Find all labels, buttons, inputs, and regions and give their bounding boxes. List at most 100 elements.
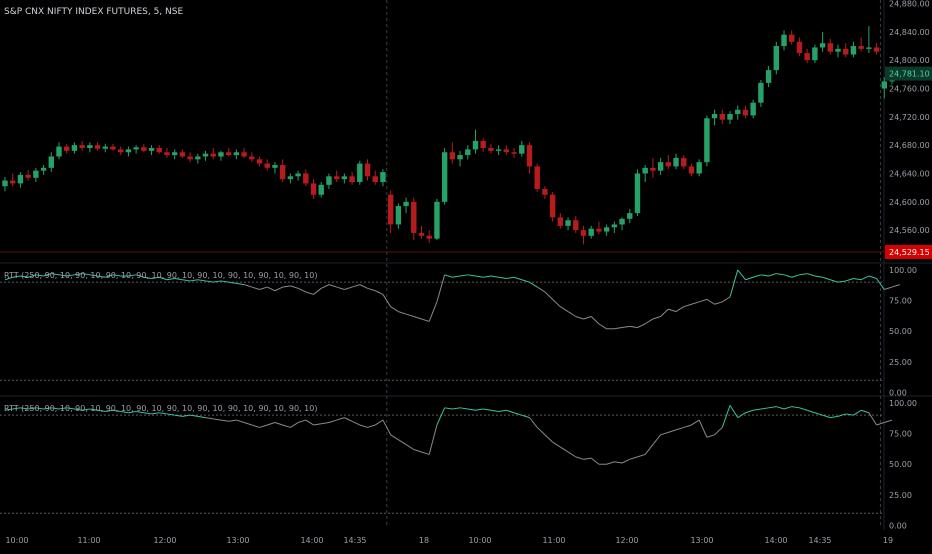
indicator-2-segment [552, 441, 561, 448]
indicator-2-segment [190, 414, 198, 417]
indicator-2-tick-label: 100.00 [889, 399, 917, 408]
indicator-1-segment [444, 274, 453, 278]
indicator-2-segment [868, 412, 877, 426]
indicator-2-segment [58, 407, 67, 410]
indicator-2-segment [698, 419, 708, 438]
indicator-2-segment [259, 424, 268, 428]
candle-body [434, 201, 440, 239]
indicator-1-tick-label: 25.00 [889, 358, 912, 367]
indicator-1-segment [652, 316, 661, 320]
indicator-2-segment [837, 413, 846, 417]
indicator-1-segment [421, 318, 430, 322]
indicator-2-segment [112, 409, 121, 412]
candle-body [495, 149, 502, 151]
indicator-1-tick-label: 0.00 [889, 389, 907, 398]
candle-body [349, 176, 355, 182]
indicator-1-segment [598, 323, 607, 330]
indicator-1-segment [459, 274, 468, 277]
indicator-1-segment [691, 301, 700, 305]
indicator-1-tick-label: 100.00 [889, 266, 917, 275]
indicator-1-segment [567, 311, 577, 317]
indicator-2-segment [606, 461, 615, 465]
indicator-1-segment [884, 286, 893, 291]
indicator-1-segment [297, 287, 307, 293]
indicator-2-segment [683, 424, 692, 428]
indicator-1-segment [344, 286, 353, 291]
candle-body [472, 140, 479, 150]
candle-body [519, 145, 525, 154]
candle-body [233, 152, 240, 156]
indicator-2-segment [498, 409, 507, 412]
indicator-2-segment [459, 407, 468, 410]
indicator-2-segment [290, 422, 299, 428]
indicator-1-segment [868, 275, 877, 279]
indicator-1-segment [822, 276, 831, 281]
indicator-2-segment [737, 412, 746, 419]
indicator-2-segment [97, 409, 106, 412]
indicator-2-segment [807, 409, 816, 414]
indicator-1-segment [228, 281, 237, 284]
indicator-1-segment [799, 273, 808, 276]
indicator-1-segment [259, 286, 268, 291]
indicator-1-segment [321, 284, 330, 289]
candle-body [326, 176, 332, 185]
indicator-1-segment [768, 273, 777, 277]
indicator-1-segment [190, 279, 198, 282]
indicator-2-segment [374, 419, 384, 426]
indicator-2-segment [182, 414, 191, 417]
indicator-2-segment [105, 409, 114, 412]
indicator-1-segment [328, 284, 337, 288]
candle-body [881, 81, 887, 89]
symbol-title[interactable]: S&P CNX NIFTY INDEX FUTURES, 5, NSE [4, 7, 184, 17]
price-candles[interactable] [2, 26, 895, 245]
indicator-1-plot[interactable] [0, 269, 900, 381]
candle-body [310, 183, 317, 195]
candle-body [488, 147, 494, 151]
indicator-2-segment [174, 414, 183, 417]
candle-body [133, 147, 139, 150]
candle-body [758, 82, 764, 103]
indicator-2-segment [228, 419, 237, 422]
indicator-1-segment [174, 277, 183, 281]
candle-body [25, 174, 31, 178]
indicator-2-segment [51, 407, 60, 410]
indicator-2-segment [729, 405, 739, 418]
indicator-2-segment [390, 434, 399, 441]
time-tick-label: 12:00 [153, 536, 176, 545]
indicator-2-segment [860, 409, 870, 414]
time-tick-label: 11:00 [542, 536, 565, 545]
candle-body [318, 184, 324, 195]
indicator-1-segment [43, 273, 52, 277]
indicator-2-segment [521, 414, 530, 419]
indicator-1-segment [382, 294, 392, 307]
candle-body [665, 162, 672, 167]
candle-body [426, 235, 432, 239]
indicator-2-segment [822, 414, 831, 419]
indicator-2-segment [490, 409, 499, 412]
indicator-2-segment [814, 412, 823, 416]
candle-body [580, 230, 587, 236]
low-price-badge: 24,529.15 [889, 248, 930, 257]
indicator-1-segment [166, 277, 175, 281]
indicator-1-segment [35, 274, 44, 277]
indicator-1-label[interactable]: RTT (250, 90, 10, 90, 10, 90, 10, 90, 10… [4, 271, 318, 280]
candle-body [418, 232, 425, 236]
indicator-1-segment [853, 277, 862, 281]
indicator-2-segment [297, 419, 306, 424]
candle-body [2, 180, 8, 187]
candle-body [480, 140, 486, 148]
indicator-2-segment [428, 424, 438, 455]
candle-body [341, 176, 348, 180]
indicator-1-segment [197, 279, 206, 282]
candle-body [256, 159, 263, 164]
indicator-1-segment [714, 301, 723, 305]
indicator-1-segment [490, 275, 499, 278]
candle-body [719, 114, 726, 120]
indicator-2-segment [467, 408, 476, 411]
indicator-2-segment [82, 408, 90, 411]
indicator-2-label[interactable]: RTT (250, 90, 10, 90, 10, 90, 10, 90, 10… [4, 404, 318, 413]
indicator-2-plot[interactable] [0, 405, 893, 514]
indicator-1-segment [475, 275, 484, 278]
